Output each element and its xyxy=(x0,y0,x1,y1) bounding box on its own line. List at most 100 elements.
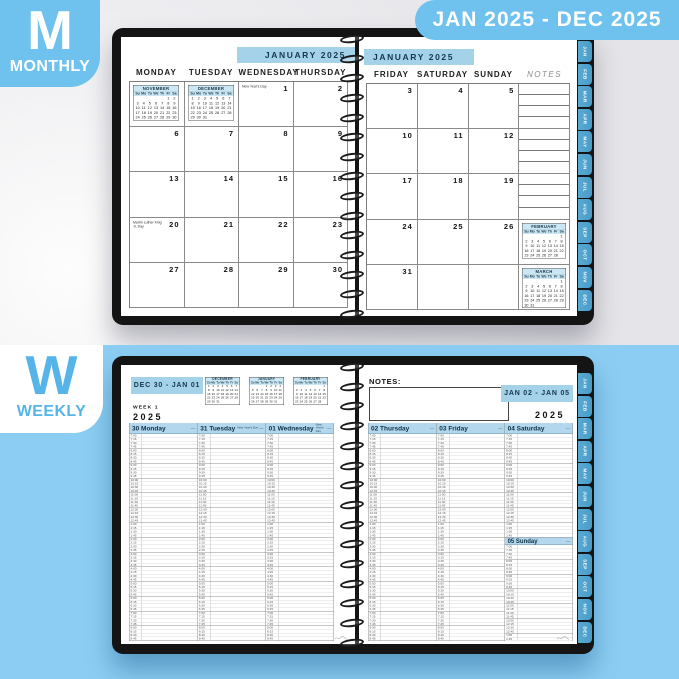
mini-day-name: Sa xyxy=(234,381,238,385)
mini-calendar-day-row: Su Mo Tu We Th Fr Sa xyxy=(522,229,566,234)
mini-calendar-december: DECEMBER Su Mo Tu We Th Fr Sa 1 2 3 4 5 6 7 8 9 10 11 12 13 1… xyxy=(205,377,241,413)
month-day-cell: 29 xyxy=(239,262,294,308)
mini-day-cell: 10 xyxy=(135,105,140,111)
month-tab-label: MAR xyxy=(582,90,588,103)
mini-day-cell xyxy=(214,115,220,120)
time-label: 7:15 xyxy=(437,437,450,441)
mini-calendar-title: DECEMBER xyxy=(188,85,233,92)
mini-day-cell: 22 xyxy=(559,293,564,298)
time-slot-row: 4:30 xyxy=(129,574,198,579)
mini-day-cell: 27 xyxy=(548,297,553,303)
time-label: 8:15 xyxy=(266,629,279,633)
time-label: 4:00 xyxy=(130,567,142,571)
day-header-friday: FRIDAY xyxy=(373,70,410,79)
time-slot-row: 1:45 xyxy=(197,533,266,538)
time-label: 5:00 xyxy=(198,581,211,585)
time-slot-row: 6:45 xyxy=(368,607,437,612)
time-slot-row: 7:30 xyxy=(505,552,573,556)
time-label: 10:00 xyxy=(266,478,279,482)
time-label: 8:15 xyxy=(505,452,518,456)
time-label: 8:30 xyxy=(369,633,381,637)
time-slot-row: 11:00 xyxy=(436,493,505,497)
spiral-coil-icon xyxy=(339,440,365,452)
mini-day-cell: 3 xyxy=(136,100,139,106)
time-label: 12:00 xyxy=(266,507,279,511)
month-day-cell: 12 xyxy=(468,129,520,175)
time-label: 1:00 xyxy=(505,522,518,526)
time-slot-row: 11:15 xyxy=(436,496,505,501)
time-slot-row: 4:15 xyxy=(266,570,334,575)
time-slot-row: 9:00 xyxy=(505,574,573,579)
time-label: 8:15 xyxy=(266,452,279,456)
time-slot-row: 11:00 xyxy=(129,493,198,497)
mini-day-name: Su xyxy=(524,229,529,234)
mini-calendar-week: 8 9 10 11 12 13 14 xyxy=(206,389,240,393)
mini-day-cell: 26 xyxy=(214,110,219,115)
mini-day-cell: 20 xyxy=(548,247,553,253)
mini-day-cell: 18 xyxy=(536,247,541,253)
weekday-header-label: 30 Monday xyxy=(132,424,166,433)
time-slot-row: 9:15 xyxy=(129,467,198,471)
time-slot-row: 7:30 xyxy=(129,618,198,623)
mini-calendar-week: 15 16 17 18 19 20 21 xyxy=(188,106,233,111)
time-label: 2:15 xyxy=(437,541,450,545)
mini-day-cell: 8 xyxy=(265,388,268,392)
month-tab-label: JUL xyxy=(582,514,588,525)
mini-day-cell: 10 xyxy=(216,388,220,392)
mini-day-cell: 28 xyxy=(160,115,165,120)
mini-calendar-week: 10 11 12 13 14 15 16 xyxy=(134,106,179,111)
mini-day-cell: 9 xyxy=(525,243,528,248)
time-slot-row: 5:15 xyxy=(129,585,198,590)
month-tab-label: MAR xyxy=(582,422,588,435)
mini-day-cell: 2 xyxy=(295,388,298,392)
month-tab-jun: JUN xyxy=(578,485,592,507)
time-label: 3:45 xyxy=(437,563,450,567)
mini-day-name: Su xyxy=(189,92,195,96)
time-slot-row: 7:00 xyxy=(266,611,334,616)
time-label: 12:00 xyxy=(437,507,450,511)
mini-day-cell: 26 xyxy=(147,115,152,120)
time-label: 8:30 xyxy=(198,456,211,460)
mini-day-cell: 28 xyxy=(260,400,264,404)
mini-day-name: Sa xyxy=(226,92,232,96)
time-slot-row: 11:45 xyxy=(436,504,505,508)
time-slot-row: 8:15 xyxy=(197,629,266,634)
time-label: 5:30 xyxy=(266,589,279,593)
weekly-badge-letter: W xyxy=(25,344,78,406)
time-slot-row: 12:15 xyxy=(129,511,198,516)
time-slot-row: 2:45 xyxy=(129,548,198,553)
date-number: 19 xyxy=(503,176,515,186)
time-label: 7:00 xyxy=(198,434,211,438)
time-slot-row: 3:45 xyxy=(129,563,198,568)
time-label: 8:30 xyxy=(505,456,518,460)
time-label: 11:00 xyxy=(369,493,381,497)
mini-day-cell: 24 xyxy=(216,396,220,400)
time-label: 4:45 xyxy=(198,578,211,582)
mini-day-cell: 8 xyxy=(167,100,170,106)
mini-day-cell: 11 xyxy=(220,388,225,392)
time-slot-row: 8:15 xyxy=(505,452,573,457)
time-label: 1:00 xyxy=(266,522,279,526)
mini-day-cell: 15 xyxy=(559,243,564,248)
time-slot-row: 9:15 xyxy=(197,467,266,471)
time-slot-row: 11:00 xyxy=(368,493,437,497)
time-slot-row: 5:45 xyxy=(197,592,266,597)
date-number: 17 xyxy=(402,176,413,186)
time-slot-row: 8:45 xyxy=(505,459,573,464)
time-slot-row: 7:00 xyxy=(197,611,266,616)
mini-day-cell: 21 xyxy=(317,396,322,400)
time-slot-row: 8:15 xyxy=(436,452,505,457)
monthly-right-day-headers: FRIDAY SATURDAY SUNDAY NOTES xyxy=(366,70,570,79)
time-slot-row: 11:30 xyxy=(266,500,334,505)
mini-day-cell: 9 xyxy=(525,288,528,293)
time-label: 1:30 xyxy=(437,530,450,534)
time-label: 12:30 xyxy=(198,515,211,519)
mini-day-cell: 3 xyxy=(300,388,303,392)
mini-day-cell: 17 xyxy=(530,293,535,298)
time-label: 7:45 xyxy=(369,622,381,626)
time-slot-row: 8:30 xyxy=(266,456,334,460)
time-label: 9:30 xyxy=(130,470,142,474)
mini-day-name: We xyxy=(220,381,225,385)
mini-day-cell: 5 xyxy=(543,238,546,243)
